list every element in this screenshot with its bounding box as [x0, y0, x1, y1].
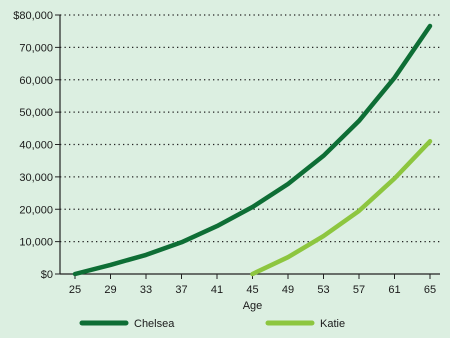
series-layer: [72, 23, 433, 277]
legend-label-chelsea: Chelsea: [134, 318, 175, 330]
y-tick-label: $0: [41, 269, 53, 281]
x-tick-label: 53: [317, 284, 329, 296]
x-tick-label: 41: [211, 284, 223, 296]
x-tick-label: 61: [388, 284, 400, 296]
y-tick-label: 30,000: [19, 172, 53, 184]
x-tick-label: 57: [353, 284, 365, 296]
axis-layer: $0 10,000 20,000 30,000 40,000 50,000 60,000 70…: [13, 10, 440, 312]
x-tick-label: 65: [424, 284, 436, 296]
y-tick-label: $80,000: [13, 10, 53, 22]
x-tick-label: 33: [140, 284, 152, 296]
x-tick-label: 49: [282, 284, 294, 296]
x-tick-label: 45: [246, 284, 258, 296]
y-tick-label: 50,000: [19, 107, 53, 119]
y-tick-label: 60,000: [19, 75, 53, 87]
x-tick-label: 25: [69, 284, 81, 296]
y-tick-label: 20,000: [19, 204, 53, 216]
x-tick-label: 37: [175, 284, 187, 296]
series-line-chelsea: [72, 23, 433, 277]
y-tick-label: 10,000: [19, 237, 53, 249]
y-tick-label: 40,000: [19, 140, 53, 152]
series-line-katie: [250, 139, 433, 277]
x-axis-label: Age: [243, 300, 263, 312]
legend: Chelsea Katie: [79, 318, 345, 330]
x-tick-label: 29: [104, 284, 116, 296]
y-tick-label: 70,000: [19, 42, 53, 54]
legend-label-katie: Katie: [320, 318, 345, 330]
